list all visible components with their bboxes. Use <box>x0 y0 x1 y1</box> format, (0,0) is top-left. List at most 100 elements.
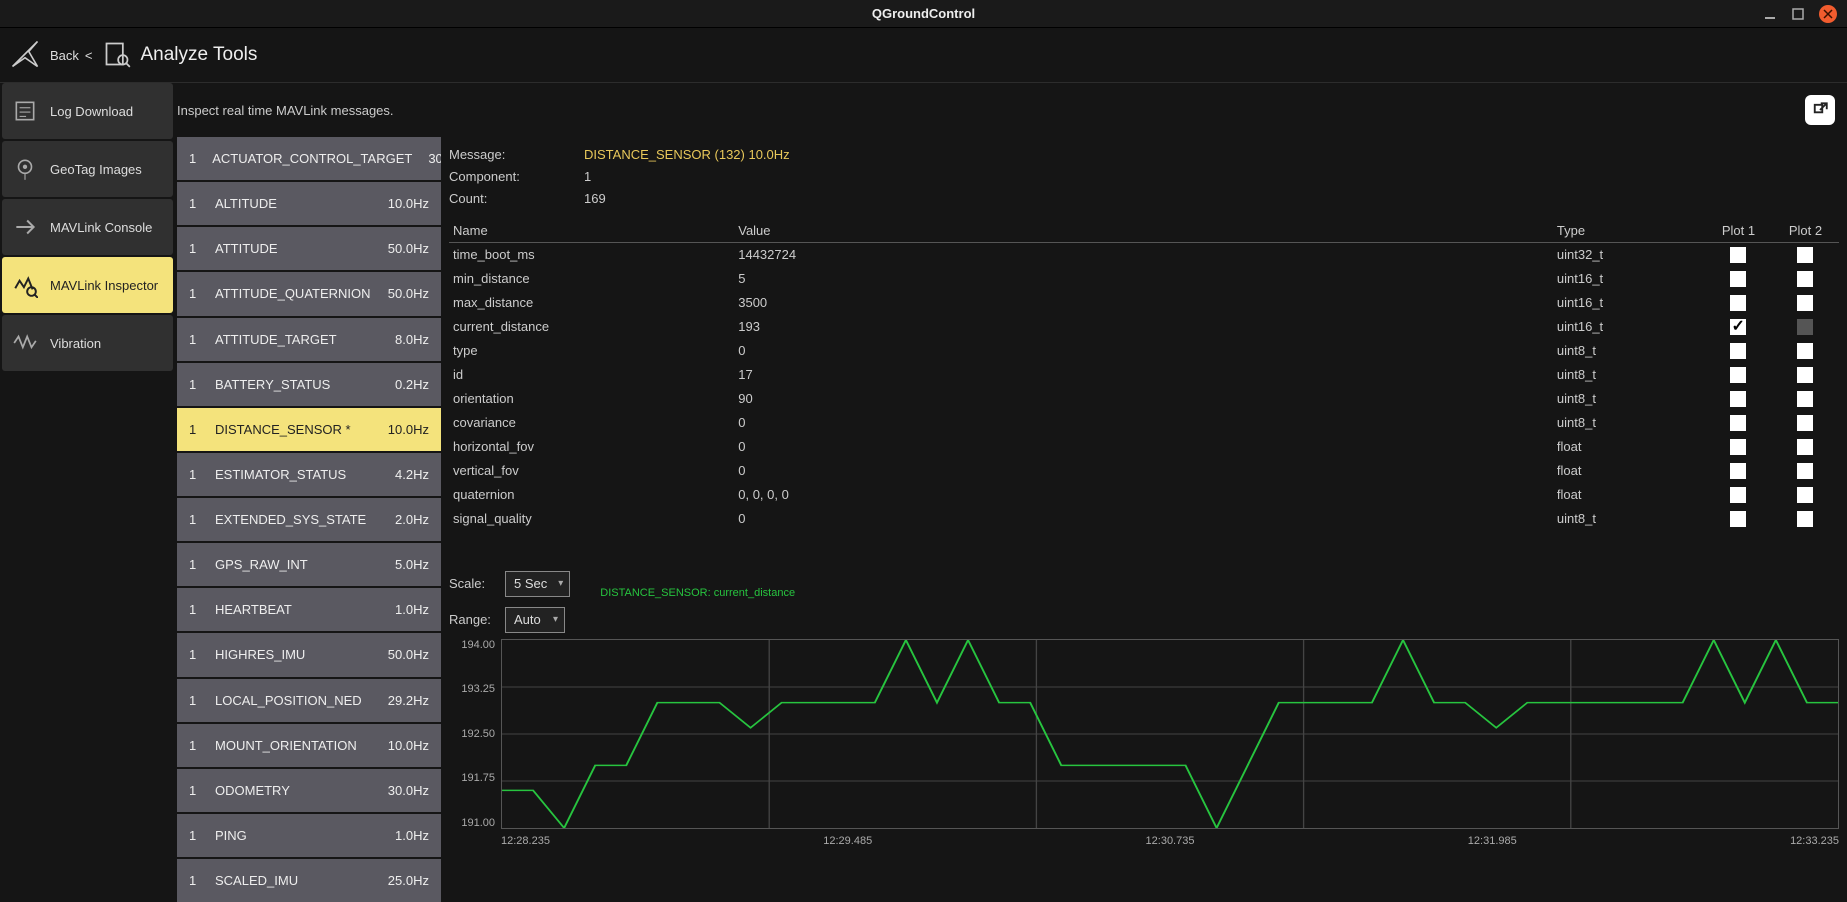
field-value: 14432724 <box>734 243 1553 267</box>
plot1-checkbox[interactable] <box>1730 343 1746 359</box>
message-item[interactable]: 1MOUNT_ORIENTATION10.0Hz <box>177 724 441 767</box>
msg-name: GPS_RAW_INT <box>215 557 379 572</box>
msg-hz: 50.0Hz <box>388 647 429 662</box>
msg-hz: 30.0Hz <box>388 783 429 798</box>
field-value: 0 <box>734 411 1553 435</box>
field-name: signal_quality <box>449 507 734 531</box>
sidebar-item-geotag-images[interactable]: GeoTag Images <box>2 141 173 197</box>
field-row: time_boot_ms 14432724 uint32_t <box>449 243 1839 267</box>
window-title: QGroundControl <box>872 6 975 21</box>
msg-name: ATTITUDE_QUATERNION <box>215 286 372 301</box>
message-item[interactable]: 1ATTITUDE_QUATERNION50.0Hz <box>177 272 441 315</box>
range-select[interactable]: Auto <box>505 607 565 633</box>
message-item[interactable]: 1HEARTBEAT1.0Hz <box>177 588 441 631</box>
field-type: float <box>1553 435 1705 459</box>
sidebar-item-mavlink-inspector[interactable]: MAVLink Inspector <box>2 257 173 313</box>
plot1-checkbox[interactable] <box>1730 415 1746 431</box>
plot1-checkbox[interactable] <box>1730 439 1746 455</box>
message-item[interactable]: 1DISTANCE_SENSOR *10.0Hz <box>177 408 441 451</box>
plot2-checkbox[interactable] <box>1797 415 1813 431</box>
field-name: quaternion <box>449 483 734 507</box>
message-item[interactable]: 1SCALED_IMU25.0Hz <box>177 859 441 902</box>
message-item[interactable]: 1ESTIMATOR_STATUS4.2Hz <box>177 453 441 496</box>
plot2-checkbox[interactable] <box>1797 463 1813 479</box>
plot1-checkbox[interactable] <box>1730 391 1746 407</box>
sidebar-item-mavlink-console[interactable]: MAVLink Console <box>2 199 173 255</box>
y-tick: 191.00 <box>461 817 495 829</box>
back-label: Back <box>50 48 79 63</box>
message-item[interactable]: 1ODOMETRY30.0Hz <box>177 769 441 812</box>
plot1-checkbox[interactable] <box>1730 319 1746 335</box>
msg-sysid: 1 <box>189 828 199 843</box>
close-button[interactable] <box>1819 5 1837 23</box>
message-item[interactable]: 1PING1.0Hz <box>177 814 441 857</box>
field-row: type 0 uint8_t <box>449 339 1839 363</box>
x-tick: 12:31.985 <box>1468 835 1517 847</box>
col-value: Value <box>734 219 1553 243</box>
msg-hz: 29.2Hz <box>388 693 429 708</box>
maximize-button[interactable] <box>1791 7 1805 21</box>
plot1-checkbox[interactable] <box>1730 271 1746 287</box>
tools-sidebar: Log Download GeoTag ImagesMAVLink Console… <box>0 83 175 902</box>
field-value: 0 <box>734 459 1553 483</box>
message-meta: Message: DISTANCE_SENSOR (132) 10.0Hz Co… <box>449 137 1839 219</box>
msg-sysid: 1 <box>189 647 199 662</box>
plot2-checkbox[interactable] <box>1797 247 1813 263</box>
back-button[interactable]: Back < <box>50 48 93 63</box>
range-value: Auto <box>514 612 541 627</box>
sidebar-icon <box>12 156 38 182</box>
sidebar-icon <box>12 98 38 124</box>
plot2-checkbox[interactable] <box>1797 391 1813 407</box>
field-type: uint16_t <box>1553 315 1705 339</box>
message-item[interactable]: 1BATTERY_STATUS0.2Hz <box>177 363 441 406</box>
sidebar-item-label: Log Download <box>50 104 133 119</box>
plot1-checkbox[interactable] <box>1730 511 1746 527</box>
field-row: orientation 90 uint8_t <box>449 387 1839 411</box>
plot2-checkbox[interactable] <box>1797 439 1813 455</box>
field-name: max_distance <box>449 291 734 315</box>
scale-select[interactable]: 5 Sec <box>505 571 570 597</box>
plot2-checkbox[interactable] <box>1797 487 1813 503</box>
field-type: uint8_t <box>1553 363 1705 387</box>
y-tick: 192.50 <box>461 728 495 740</box>
plot1-checkbox[interactable] <box>1730 487 1746 503</box>
field-name: type <box>449 339 734 363</box>
plot2-checkbox[interactable] <box>1797 511 1813 527</box>
plot1-checkbox[interactable] <box>1730 463 1746 479</box>
message-item[interactable]: 1LOCAL_POSITION_NED29.2Hz <box>177 679 441 722</box>
plot2-checkbox[interactable] <box>1797 343 1813 359</box>
sidebar-icon <box>12 272 38 298</box>
y-tick: 193.25 <box>461 683 495 695</box>
message-item[interactable]: 1ALTITUDE10.0Hz <box>177 182 441 225</box>
message-item[interactable]: 1ACTUATOR_CONTROL_TARGET30.0Hz <box>177 137 441 180</box>
plot2-checkbox[interactable] <box>1797 319 1813 335</box>
plot2-checkbox[interactable] <box>1797 367 1813 383</box>
msg-hz: 5.0Hz <box>395 557 429 572</box>
msg-hz: 4.2Hz <box>395 467 429 482</box>
plot1-checkbox[interactable] <box>1730 367 1746 383</box>
message-item[interactable]: 1HIGHRES_IMU50.0Hz <box>177 633 441 676</box>
plot1-checkbox[interactable] <box>1730 247 1746 263</box>
field-name: orientation <box>449 387 734 411</box>
message-item[interactable]: 1 GPS_RAW_INT 5.0Hz <box>177 543 441 586</box>
title-bar: QGroundControl <box>0 0 1847 28</box>
plot1-checkbox[interactable] <box>1730 295 1746 311</box>
message-detail: Message: DISTANCE_SENSOR (132) 10.0Hz Co… <box>445 137 1847 902</box>
sidebar-item-vibration[interactable]: Vibration <box>2 315 173 371</box>
minimize-button[interactable] <box>1763 7 1777 21</box>
field-name: time_boot_ms <box>449 243 734 267</box>
plot2-checkbox[interactable] <box>1797 271 1813 287</box>
field-value: 0 <box>734 435 1553 459</box>
msg-sysid: 1 <box>189 557 199 572</box>
msg-sysid: 1 <box>189 196 199 211</box>
message-item[interactable]: 1EXTENDED_SYS_STATE2.0Hz <box>177 498 441 541</box>
field-type: uint32_t <box>1553 243 1705 267</box>
msg-sysid: 1 <box>189 738 199 753</box>
plot2-checkbox[interactable] <box>1797 295 1813 311</box>
fields-table: Name Value Type Plot 1 Plot 2 time_boot_… <box>449 219 1839 531</box>
message-item[interactable]: 1ATTITUDE50.0Hz <box>177 227 441 270</box>
sidebar-item-log-download[interactable]: Log Download <box>2 83 173 139</box>
field-name: covariance <box>449 411 734 435</box>
message-item[interactable]: 1ATTITUDE_TARGET8.0Hz <box>177 318 441 361</box>
popout-button[interactable] <box>1805 95 1835 125</box>
